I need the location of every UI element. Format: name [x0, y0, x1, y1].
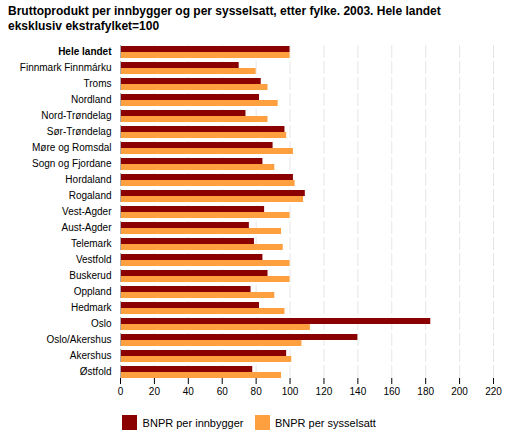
svg-text:Vestfold: Vestfold — [76, 254, 112, 265]
svg-text:Vest-Agder: Vest-Agder — [62, 206, 112, 217]
svg-text:160: 160 — [383, 386, 400, 397]
svg-text:140: 140 — [350, 386, 367, 397]
svg-text:200: 200 — [451, 386, 468, 397]
svg-text:60: 60 — [217, 386, 229, 397]
svg-text:Hedmark: Hedmark — [71, 302, 113, 313]
svg-text:100: 100 — [282, 386, 299, 397]
svg-text:Oslo/Akershus: Oslo/Akershus — [46, 334, 111, 345]
svg-text:Aust-Agder: Aust-Agder — [61, 222, 112, 233]
svg-text:120: 120 — [316, 386, 333, 397]
svg-text:Oppland: Oppland — [74, 286, 112, 297]
svg-text:Rogaland: Rogaland — [69, 190, 112, 201]
svg-text:80: 80 — [251, 386, 263, 397]
svg-text:Akershus: Akershus — [70, 350, 112, 361]
svg-text:Møre og Romsdal: Møre og Romsdal — [32, 142, 111, 153]
svg-text:Sør-Trøndelag: Sør-Trøndelag — [47, 126, 112, 137]
svg-text:Oslo: Oslo — [91, 318, 112, 329]
svg-text:Telemark: Telemark — [71, 238, 113, 249]
svg-text:40: 40 — [183, 386, 195, 397]
html-text:BNPR per sysselsatt: BNPR per sysselsatt — [275, 416, 376, 429]
svg-text:220: 220 — [485, 386, 502, 397]
svg-text:Troms: Troms — [84, 78, 112, 89]
svg-text:Nord-Trøndelag: Nord-Trøndelag — [41, 110, 111, 121]
svg-text:180: 180 — [417, 386, 434, 397]
svg-text:Buskerud: Buskerud — [69, 270, 111, 281]
html-text:BNPR per innbygger: BNPR per innbygger — [142, 416, 244, 429]
svg-text:Hordaland: Hordaland — [65, 174, 111, 185]
svg-text:20: 20 — [149, 386, 161, 397]
svg-text:Hele landet: Hele landet — [58, 46, 112, 57]
svg-text:Østfold: Østfold — [80, 366, 112, 377]
svg-text:Nordland: Nordland — [71, 94, 112, 105]
svg-text:0: 0 — [118, 386, 124, 397]
svg-text:Sogn og Fjordane: Sogn og Fjordane — [32, 158, 112, 169]
html-text:Bruttoprodukt per innbygger og: Bruttoprodukt per innbygger og per sysse… — [8, 4, 441, 33]
svg-text:Finnmark Finnmárku: Finnmark Finnmárku — [20, 62, 112, 73]
